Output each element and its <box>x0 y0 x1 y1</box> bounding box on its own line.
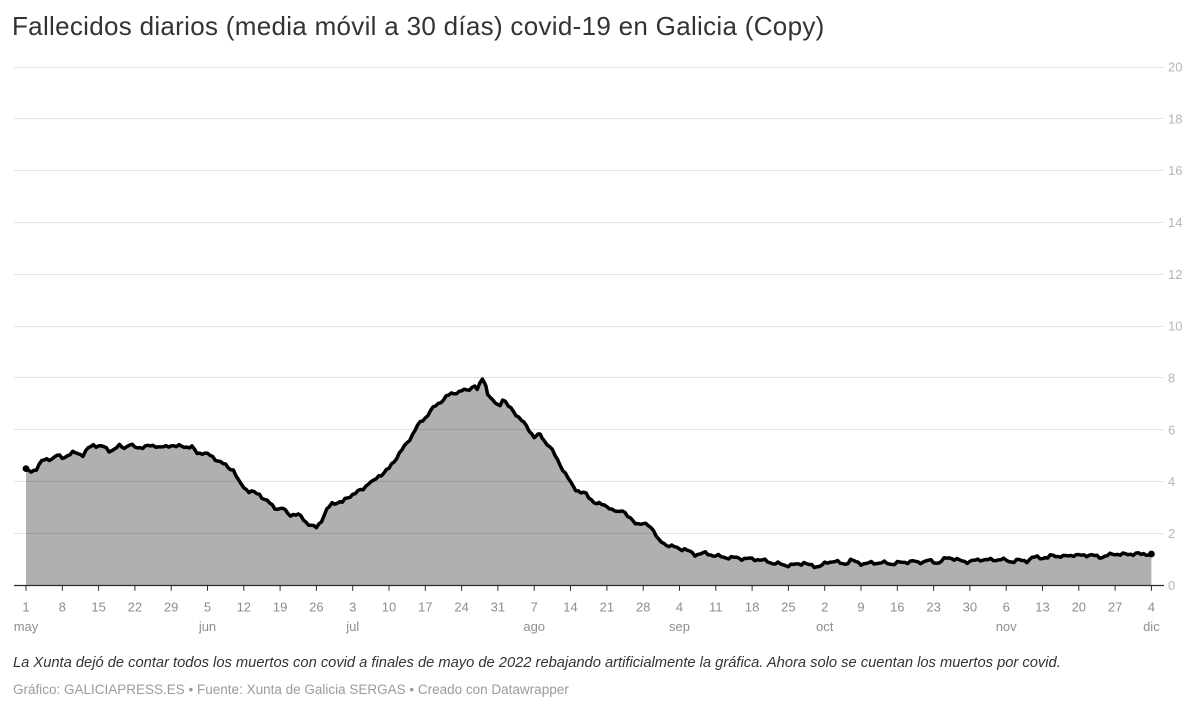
svg-text:0: 0 <box>1168 578 1175 593</box>
svg-text:20: 20 <box>1072 600 1086 615</box>
svg-text:26: 26 <box>309 600 323 615</box>
svg-text:29: 29 <box>164 600 178 615</box>
svg-text:2: 2 <box>1168 526 1175 541</box>
svg-text:12: 12 <box>237 600 251 615</box>
svg-text:30: 30 <box>963 600 977 615</box>
svg-text:16: 16 <box>1168 163 1182 178</box>
svg-text:16: 16 <box>890 600 904 615</box>
svg-text:27: 27 <box>1108 600 1122 615</box>
svg-text:13: 13 <box>1035 600 1049 615</box>
svg-text:10: 10 <box>382 600 396 615</box>
svg-text:4: 4 <box>1148 600 1155 615</box>
svg-text:5: 5 <box>204 600 211 615</box>
svg-text:31: 31 <box>491 600 505 615</box>
svg-text:19: 19 <box>273 600 287 615</box>
svg-text:6: 6 <box>1003 600 1010 615</box>
svg-text:18: 18 <box>1168 111 1182 126</box>
svg-text:8: 8 <box>59 600 66 615</box>
svg-text:17: 17 <box>418 600 432 615</box>
svg-text:may: may <box>14 619 39 634</box>
svg-text:12: 12 <box>1168 267 1182 282</box>
svg-text:14: 14 <box>563 600 577 615</box>
svg-text:11: 11 <box>709 600 723 615</box>
svg-text:18: 18 <box>745 600 759 615</box>
svg-text:8: 8 <box>1168 371 1175 386</box>
svg-text:24: 24 <box>454 600 468 615</box>
svg-text:sep: sep <box>669 619 690 634</box>
svg-text:7: 7 <box>531 600 538 615</box>
svg-text:4: 4 <box>676 600 683 615</box>
svg-text:23: 23 <box>926 600 940 615</box>
svg-text:10: 10 <box>1168 319 1182 334</box>
svg-text:21: 21 <box>600 600 614 615</box>
svg-text:15: 15 <box>91 600 105 615</box>
svg-text:ago: ago <box>523 619 545 634</box>
svg-text:28: 28 <box>636 600 650 615</box>
svg-text:jun: jun <box>198 619 216 634</box>
svg-text:jul: jul <box>345 619 359 634</box>
svg-text:6: 6 <box>1168 422 1175 437</box>
svg-text:14: 14 <box>1168 215 1182 230</box>
svg-text:nov: nov <box>996 619 1017 634</box>
svg-text:1: 1 <box>22 600 29 615</box>
svg-text:oct: oct <box>816 619 834 634</box>
svg-text:25: 25 <box>781 600 795 615</box>
svg-text:9: 9 <box>857 600 864 615</box>
svg-text:2: 2 <box>821 600 828 615</box>
svg-text:4: 4 <box>1168 474 1175 489</box>
svg-text:dic: dic <box>1143 619 1160 634</box>
svg-text:3: 3 <box>349 600 356 615</box>
svg-text:20: 20 <box>1168 60 1182 75</box>
svg-text:22: 22 <box>128 600 142 615</box>
